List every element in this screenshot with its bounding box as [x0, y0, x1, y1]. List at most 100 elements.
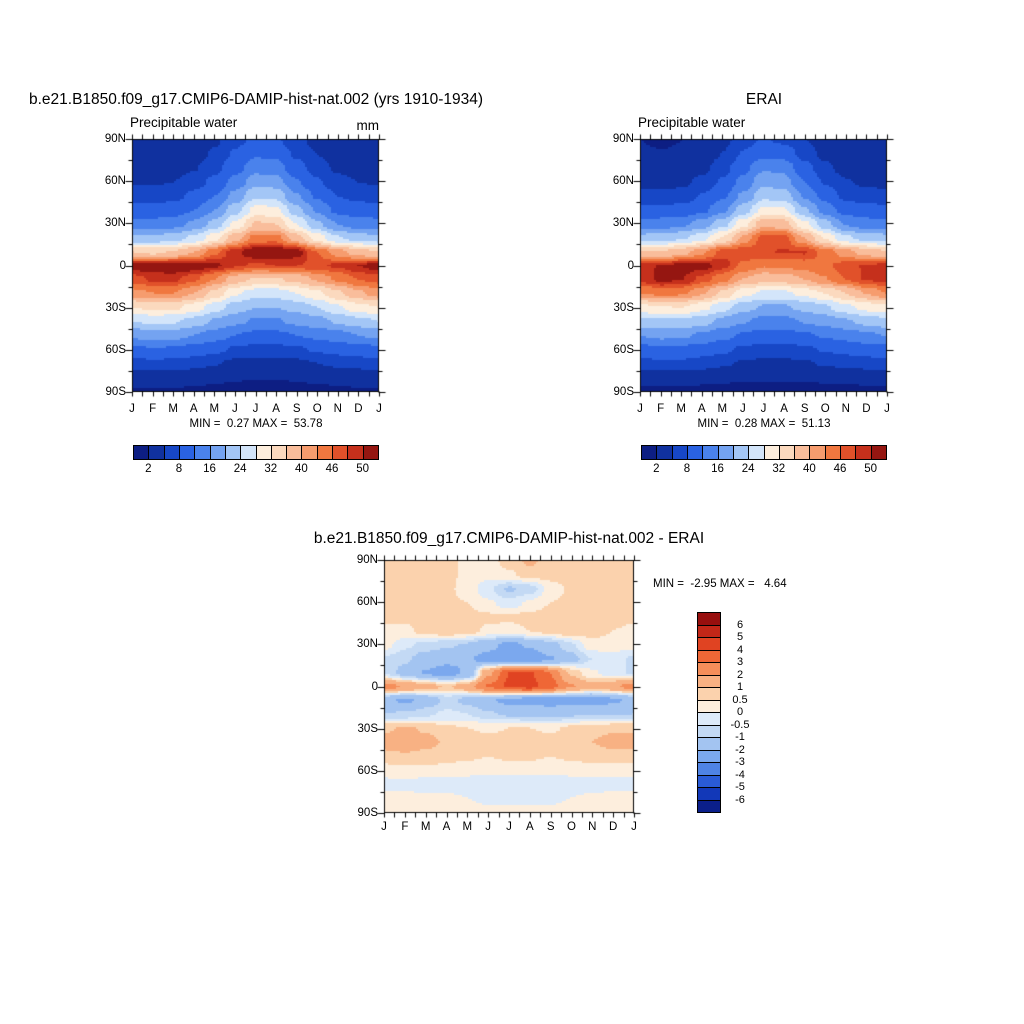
colorbar-tick-label: 8: [683, 463, 691, 475]
colorbar-cell: [656, 445, 673, 460]
colorbar-cell: [697, 787, 721, 801]
colorbar-cell: [697, 662, 721, 676]
colorbar-cell: [347, 445, 364, 460]
colorbar-tick-label: 32: [772, 463, 786, 475]
colorbar-tick-label: 2: [736, 668, 744, 681]
colorbar-cell: [133, 445, 150, 460]
x-tick-label: M: [420, 821, 431, 833]
x-tick-label: J: [485, 821, 492, 833]
erai-colorbar: 2 8 16 24 32 40 46 50: [641, 445, 887, 475]
colorbar-cell: [316, 445, 334, 460]
colorbar-tick-label: 0: [736, 706, 744, 718]
x-tick-label: D: [862, 403, 871, 415]
x-tick-label: M: [462, 821, 473, 833]
difference-contour-plot: [374, 550, 644, 823]
colorbar-tick-label: -5: [735, 781, 745, 793]
colorbar-tick-label: 2: [653, 463, 660, 475]
colorbar-tick-label: 16: [203, 463, 216, 475]
colorbar-cell: [178, 445, 196, 460]
colorbar-tick-label: 32: [264, 463, 278, 475]
colorbar-cell: [163, 445, 180, 460]
x-tick-label: J: [506, 821, 512, 833]
colorbar-cell: [702, 445, 719, 460]
colorbar-tick-label: 46: [325, 463, 339, 475]
colorbar-tick-label: -0.5: [730, 718, 750, 731]
x-tick-label: J: [884, 403, 890, 415]
colorbar-tick-label: 0.5: [732, 693, 748, 706]
y-tick-label: 60S: [613, 343, 634, 356]
colorbar-cell: [697, 774, 721, 788]
model-panel-title: b.e21.B1850.f09_g17.CMIP6-DAMIP-hist-nat…: [28, 91, 484, 108]
erai-axis-subtitle: Precipitable water: [638, 115, 746, 130]
y-tick-label: 60N: [104, 175, 126, 188]
x-tick-label: N: [588, 821, 597, 833]
colorbar-cell: [748, 445, 765, 460]
x-tick-label: A: [272, 403, 280, 415]
x-tick-label: N: [333, 403, 342, 415]
x-tick-label: J: [631, 821, 637, 833]
colorbar-tick-label: -4: [735, 768, 745, 781]
y-tick-label: 60N: [356, 596, 378, 609]
y-tick-label: 0: [627, 259, 634, 272]
y-tick-label: 0: [371, 680, 378, 693]
y-tick-label: 30N: [356, 638, 378, 651]
x-tick-label: J: [760, 403, 767, 415]
colorbar-tick-label: 40: [803, 463, 816, 475]
colorbar-tick-label: 5: [736, 631, 744, 643]
colorbar-tick-label: -1: [735, 731, 745, 743]
y-tick-label: 0: [119, 259, 126, 272]
colorbar-cell: [686, 445, 704, 460]
colorbar-tick-label: 3: [736, 656, 744, 668]
colorbar-cell: [697, 737, 721, 751]
model-contour-plot: [122, 129, 389, 402]
y-tick-label: 30N: [612, 217, 634, 230]
colorbar-cell: [362, 445, 379, 460]
x-tick-label: F: [401, 821, 409, 833]
colorbar-tick-label: 2: [145, 463, 152, 475]
colorbar-cell: [194, 445, 211, 460]
model-colorbar: 2 8 16 24 32 40 46 50: [133, 445, 379, 475]
colorbar-cell: [697, 699, 721, 713]
y-tick-label: 90S: [357, 807, 378, 819]
x-tick-label: M: [168, 403, 178, 415]
x-tick-label: D: [609, 821, 618, 833]
colorbar-cell: [697, 712, 721, 726]
colorbar-cell: [697, 649, 721, 663]
colorbar-tick-label: 24: [741, 463, 755, 475]
colorbar-cell: [671, 445, 688, 460]
x-tick-label: A: [697, 403, 706, 415]
x-tick-label: J: [381, 821, 387, 833]
colorbar-cell: [809, 445, 826, 460]
x-tick-label: J: [637, 403, 643, 415]
y-tick-label: 90N: [356, 554, 378, 566]
colorbar-tick-label: 46: [833, 463, 847, 475]
y-tick-label: 60S: [105, 343, 126, 356]
colorbar-cell: [332, 445, 349, 460]
x-tick-label: M: [717, 403, 728, 415]
x-tick-label: A: [525, 821, 534, 833]
x-tick-label: M: [676, 403, 686, 415]
colorbar-cell: [697, 762, 721, 776]
x-tick-label: F: [149, 403, 157, 415]
y-tick-label: 30N: [104, 217, 126, 230]
colorbar-tick-label: 16: [711, 463, 724, 475]
colorbar-cell: [697, 624, 721, 638]
y-tick-label: 90S: [105, 386, 126, 398]
x-tick-label: A: [189, 403, 198, 415]
x-tick-label: N: [841, 403, 850, 415]
colorbar-cell: [763, 445, 780, 460]
model-minmax-stats: MIN = 0.27 MAX = 53.78: [189, 418, 323, 430]
y-tick-label: 60S: [357, 764, 378, 777]
x-tick-label: F: [657, 403, 665, 415]
colorbar-cell: [794, 445, 811, 460]
x-tick-label: O: [820, 403, 830, 415]
y-tick-label: 30S: [613, 301, 634, 314]
difference-panel-title: b.e21.B1850.f09_g17.CMIP6-DAMIP-hist-nat…: [313, 530, 705, 547]
colorbar-cell: [697, 749, 721, 763]
colorbar-cell: [697, 637, 721, 651]
colorbar-tick-label: 50: [356, 463, 370, 475]
colorbar-cell: [778, 445, 796, 460]
colorbar-cell: [697, 612, 721, 626]
colorbar-cell: [240, 445, 257, 460]
